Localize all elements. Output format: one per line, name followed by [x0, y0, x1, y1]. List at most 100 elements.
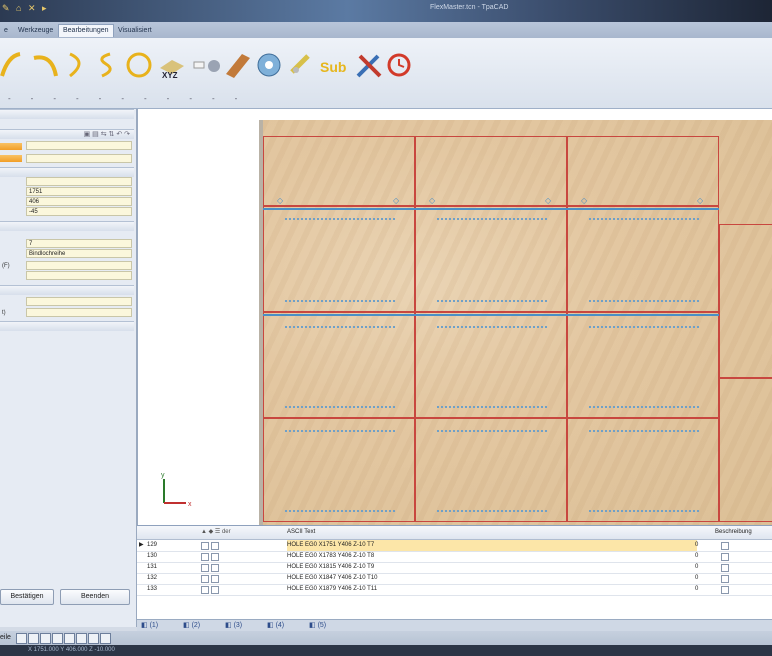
- row-checkbox[interactable]: [201, 564, 209, 572]
- drill-hole-row[interactable]: [437, 510, 547, 514]
- row-command[interactable]: HOLE EG0 X1815 Y406 Z-10 T9: [287, 564, 375, 570]
- tab-file[interactable]: e: [4, 27, 8, 34]
- tool-field[interactable]: 7: [26, 239, 132, 248]
- table-row[interactable]: 131 HOLE EG0 X1815 Y406 Z-10 T9 0: [137, 562, 772, 574]
- y-coordinate-field[interactable]: 406: [26, 197, 132, 206]
- circle-icon[interactable]: [124, 50, 154, 80]
- workpiece-panel[interactable]: [415, 418, 567, 522]
- graphic-viewport[interactable]: ◇ ◇ ◇ ◇ ◇ ◇ y x: [137, 109, 772, 525]
- column-header-description[interactable]: Beschreibung: [715, 529, 752, 535]
- cutting-tool-icon[interactable]: [354, 50, 384, 80]
- workpiece-panel[interactable]: [567, 206, 719, 312]
- panel-icon[interactable]: [222, 50, 252, 80]
- row-checkbox[interactable]: [721, 542, 729, 550]
- workpiece-panel[interactable]: [415, 206, 567, 312]
- group-field-2[interactable]: [26, 154, 132, 163]
- table-row[interactable]: 132 HOLE EG0 X1847 Y406 Z-10 T10 0: [137, 573, 772, 585]
- hinge-marker[interactable]: ◇: [429, 196, 436, 205]
- row-checkbox[interactable]: [211, 575, 219, 583]
- row-checkbox[interactable]: [201, 575, 209, 583]
- x-coordinate-field[interactable]: 1751: [26, 187, 132, 196]
- drill-hole-row[interactable]: [285, 218, 395, 222]
- group-field-1[interactable]: [26, 141, 132, 150]
- row-checkbox[interactable]: [721, 575, 729, 583]
- machining-path[interactable]: [263, 314, 719, 316]
- workpiece-panel[interactable]: [719, 378, 772, 522]
- hinge-marker[interactable]: ◇: [697, 196, 704, 205]
- clock-icon[interactable]: [384, 50, 414, 80]
- quick-access-toolbar[interactable]: ✎ ⌂ ✕ ▸: [2, 3, 49, 13]
- table-row[interactable]: 133 HOLE EG0 X1879 Y406 Z-10 T11 0: [137, 584, 772, 596]
- sub-program-icon[interactable]: Sub: [318, 50, 348, 80]
- xyz-plane-icon[interactable]: XYZ: [156, 50, 186, 80]
- drill-hole-row[interactable]: [285, 406, 395, 410]
- row-checkbox[interactable]: [721, 553, 729, 561]
- table-row[interactable]: 130 HOLE EG0 X1783 Y406 Z-10 T8 0: [137, 551, 772, 563]
- drill-hole-row[interactable]: [589, 430, 699, 434]
- z-coordinate-field[interactable]: -45: [26, 207, 132, 216]
- point-icon[interactable]: [192, 50, 222, 80]
- drill-icon[interactable]: [286, 50, 316, 80]
- arc-tool-icon[interactable]: [0, 50, 30, 80]
- drill-hole-row[interactable]: [285, 510, 395, 514]
- grid-icon[interactable]: [88, 633, 99, 644]
- hinge-marker[interactable]: ◇: [581, 196, 588, 205]
- row-checkbox[interactable]: [211, 586, 219, 594]
- drill-hole-row[interactable]: [589, 406, 699, 410]
- confirm-button[interactable]: Bestätigen: [0, 589, 54, 605]
- machining-path[interactable]: [263, 208, 719, 210]
- drill-hole-row[interactable]: [437, 300, 547, 304]
- view-tab-2[interactable]: ◧ (2): [183, 622, 201, 629]
- drill-hole-row[interactable]: [437, 406, 547, 410]
- row-checkbox[interactable]: [201, 553, 209, 561]
- grid-icon[interactable]: [40, 633, 51, 644]
- row-checkbox[interactable]: [721, 564, 729, 572]
- saw-blade-icon[interactable]: [254, 50, 284, 80]
- drill-hole-row[interactable]: [589, 300, 699, 304]
- drill-hole-row[interactable]: [437, 430, 547, 434]
- t-field[interactable]: [26, 308, 132, 317]
- hinge-marker[interactable]: ◇: [393, 196, 400, 205]
- drill-hole-row[interactable]: [285, 430, 395, 434]
- tab-werkzeuge[interactable]: Werkzeuge: [18, 27, 54, 34]
- close-button[interactable]: Beenden: [60, 589, 130, 605]
- drill-hole-row[interactable]: [437, 218, 547, 222]
- checkbox-field[interactable]: [26, 177, 132, 186]
- row-checkbox[interactable]: [211, 564, 219, 572]
- hinge-marker[interactable]: ◇: [277, 196, 284, 205]
- table-row[interactable]: ▶ 129 HOLE EG0 X1751 Y406 Z-10 T7 0: [137, 540, 772, 552]
- view-tab-1[interactable]: ◧ (1): [141, 622, 159, 629]
- row-command[interactable]: HOLE EG0 X1879 Y406 Z-10 T11: [287, 586, 378, 592]
- workpiece-panel[interactable]: [567, 418, 719, 522]
- grid-icon[interactable]: [16, 633, 27, 644]
- workpiece-panel[interactable]: [263, 136, 415, 206]
- row-checkbox[interactable]: [721, 586, 729, 594]
- spiral-icon[interactable]: [92, 50, 122, 80]
- workpiece-panel[interactable]: [415, 312, 567, 418]
- view-tab-4[interactable]: ◧ (4): [267, 622, 285, 629]
- row-command[interactable]: HOLE EG0 X1847 Y406 Z-10 T10: [287, 575, 378, 581]
- row-checkbox[interactable]: [201, 586, 209, 594]
- hinge-marker[interactable]: ◇: [545, 196, 552, 205]
- grid-icon[interactable]: [100, 633, 111, 644]
- arc-reverse-icon[interactable]: [62, 50, 92, 80]
- drill-hole-row[interactable]: [589, 510, 699, 514]
- row-checkbox[interactable]: [211, 542, 219, 550]
- panel-tool-icons[interactable]: ▣ ▤ ⇆ ⇅ ↶ ↷: [83, 131, 130, 138]
- grid-icon[interactable]: [76, 633, 87, 644]
- drill-hole-row[interactable]: [437, 326, 547, 330]
- row-command[interactable]: HOLE EG0 X1751 Y406 Z-10 T7: [287, 540, 697, 551]
- operation-dropdown[interactable]: Bindlochreihe: [26, 249, 132, 258]
- workpiece-panel[interactable]: [567, 312, 719, 418]
- row-checkbox[interactable]: [201, 542, 209, 550]
- drill-hole-row[interactable]: [589, 326, 699, 330]
- row-checkbox[interactable]: [211, 553, 219, 561]
- view-tab-3[interactable]: ◧ (3): [225, 622, 243, 629]
- tab-bearbeitungen[interactable]: Bearbeitungen: [58, 24, 114, 37]
- view-tab-5[interactable]: ◧ (5): [309, 622, 327, 629]
- drill-hole-row[interactable]: [285, 326, 395, 330]
- arc-open-icon[interactable]: [30, 50, 60, 80]
- drill-hole-row[interactable]: [589, 218, 699, 222]
- column-header-ascii[interactable]: ASCII Text: [287, 529, 316, 535]
- blank-field-2[interactable]: [26, 297, 132, 306]
